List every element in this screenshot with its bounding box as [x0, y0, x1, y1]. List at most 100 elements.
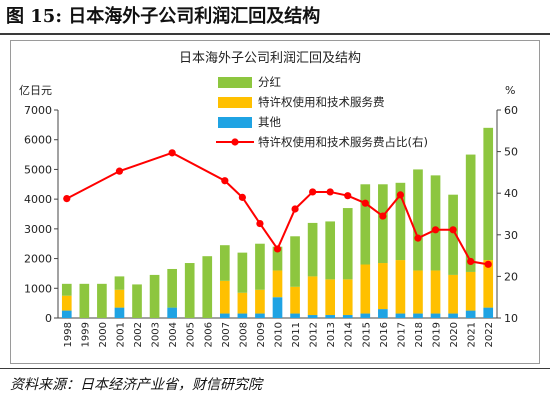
bar-segment — [448, 194, 458, 275]
bar-segment — [237, 313, 248, 318]
y-left-tick-label: 7000 — [24, 104, 52, 117]
chart-title: 日本海外子公司利润汇回及结构 — [179, 51, 361, 66]
bar-segment — [413, 313, 423, 318]
bar-segment — [97, 283, 107, 318]
bar-segment — [132, 284, 142, 318]
y-right-tick-label: 60 — [504, 104, 518, 117]
bar-segment — [219, 280, 230, 314]
y-left-tick-label: 5000 — [24, 163, 52, 176]
share-line-point — [361, 199, 369, 207]
bar-segment — [202, 256, 213, 318]
bar-segment — [149, 274, 160, 318]
bar-segment — [342, 315, 353, 318]
bar-segment — [342, 279, 353, 316]
chart-frame — [10, 40, 540, 364]
legend-swatch — [218, 117, 252, 128]
share-line-point — [309, 188, 317, 196]
x-tick-label: 2015 — [361, 322, 372, 347]
bar-segment — [360, 184, 371, 265]
x-tick-label: 2016 — [379, 322, 390, 347]
bar-segment — [307, 315, 318, 318]
x-tick-label: 2022 — [484, 322, 495, 347]
share-line-point — [326, 188, 334, 196]
share-line-point — [449, 226, 457, 234]
y-right-tick-label: 50 — [504, 146, 518, 159]
share-line-point — [467, 257, 475, 266]
bar-segment — [307, 222, 318, 277]
bar-segment — [114, 276, 125, 290]
bar-segment — [413, 169, 423, 271]
x-tick-label: 2010 — [274, 322, 285, 347]
x-tick-label: 2006 — [203, 322, 214, 347]
figure-title: 图 15: 日本海外子公司利润汇回及结构 — [6, 6, 321, 27]
y-left-tick-label: 1000 — [24, 282, 52, 295]
share-line-point — [344, 192, 352, 200]
x-tick-label: 2005 — [186, 322, 197, 347]
bar-segment — [290, 313, 300, 318]
bar-segment — [167, 268, 177, 308]
x-tick-label: 2017 — [396, 322, 407, 347]
legend-label: 特许权使用和技术服务费 — [258, 95, 385, 109]
x-tick-label: 2001 — [115, 322, 126, 347]
bar-segment — [272, 270, 283, 298]
bar-segment — [307, 276, 318, 316]
share-line-point — [379, 212, 387, 220]
bar-segment — [483, 307, 494, 318]
bar-segment — [255, 313, 265, 318]
share-line-point — [273, 245, 282, 253]
bar-segment — [237, 252, 248, 293]
x-tick-label: 1998 — [63, 322, 74, 347]
bar-segment — [61, 310, 72, 318]
bar-segment — [430, 313, 441, 318]
share-line-point — [256, 219, 264, 228]
bar-segment — [325, 315, 336, 318]
x-tick-label: 2020 — [449, 322, 460, 347]
x-tick-label: 2000 — [98, 322, 109, 347]
x-tick-label: 2003 — [151, 322, 162, 347]
legend-swatch — [218, 97, 252, 108]
x-tick-label: 2012 — [309, 322, 320, 347]
x-tick-label: 2018 — [414, 322, 425, 347]
bar-segment — [167, 307, 177, 318]
x-tick-label: 2013 — [326, 322, 337, 347]
x-tick-label: 2007 — [221, 322, 232, 347]
bar-segment — [272, 297, 283, 318]
bar-segment — [430, 175, 441, 271]
x-tick-label: 2014 — [344, 322, 355, 347]
bar-segment — [272, 246, 283, 271]
x-tick-label: 2002 — [133, 322, 144, 347]
bar-segment — [465, 271, 476, 311]
bar-segment — [325, 279, 336, 316]
bar-segment — [378, 263, 388, 310]
bar-segment — [483, 127, 494, 261]
bar-segment — [219, 313, 230, 318]
share-line-point — [168, 149, 176, 157]
bar-segment — [360, 313, 371, 318]
bar-segment — [430, 270, 441, 314]
share-line-point — [238, 193, 246, 201]
share-line-point — [431, 226, 440, 234]
y-axis-left-label: 亿日元 — [19, 84, 52, 97]
legend-marker — [231, 138, 239, 146]
bar-segment — [114, 289, 125, 308]
bar-segment — [378, 184, 388, 264]
bar-segment — [61, 283, 72, 296]
y-left-tick-label: 0 — [45, 312, 52, 325]
share-line-point — [396, 191, 405, 199]
share-line-point — [221, 177, 229, 185]
bar-segment — [448, 274, 458, 314]
share-line-point — [291, 205, 299, 213]
y-left-tick-label: 6000 — [24, 134, 52, 147]
bar-segment — [237, 292, 248, 314]
bar-segment — [483, 260, 494, 308]
x-tick-label: 2019 — [432, 322, 443, 347]
y-right-tick-label: 30 — [504, 229, 518, 242]
legend-label: 特许权使用和技术服务费占比(右) — [258, 135, 428, 149]
y-left-tick-label: 4000 — [24, 193, 52, 206]
bar-segment — [219, 245, 230, 281]
x-tick-label: 1999 — [80, 322, 91, 347]
bar-segment — [325, 221, 336, 280]
bar-segment — [395, 182, 406, 261]
y-right-tick-label: 20 — [504, 270, 518, 283]
